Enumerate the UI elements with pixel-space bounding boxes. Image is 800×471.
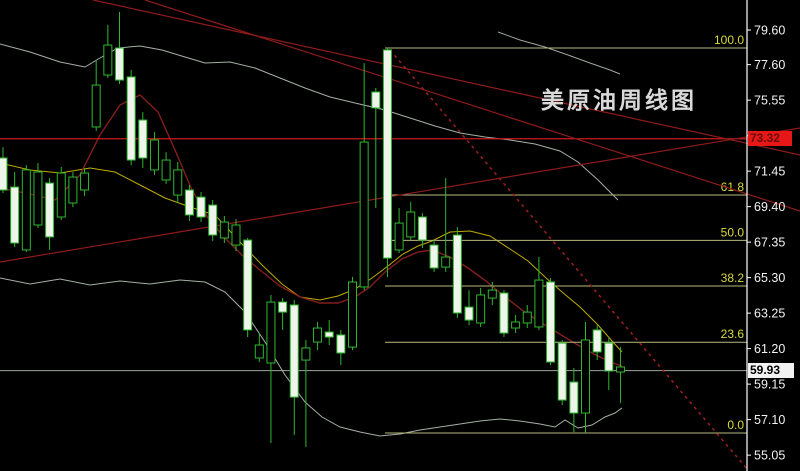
fib-label: 0.0 xyxy=(727,418,744,432)
candle-body xyxy=(45,182,55,238)
axis-tick-label: 71.45 xyxy=(754,165,785,179)
candle-body xyxy=(313,327,323,343)
candle-body xyxy=(406,211,416,238)
ma-maroon xyxy=(0,94,623,367)
candle-body xyxy=(243,239,253,331)
candle-body xyxy=(266,301,276,364)
candle-body xyxy=(324,331,334,338)
candle-body xyxy=(394,222,404,251)
middle-ma-yellow xyxy=(0,162,623,353)
fib-label: 100.0 xyxy=(714,33,744,47)
candle-body xyxy=(138,119,148,159)
candle-body xyxy=(115,47,124,81)
axis-tick-label: 63.25 xyxy=(754,307,785,321)
candle-body xyxy=(21,169,31,251)
axis-tick-label: 55.05 xyxy=(754,449,785,463)
axis-tick-label: 59.15 xyxy=(754,378,785,392)
axis-tick-label: 57.10 xyxy=(754,413,785,427)
candle-body xyxy=(56,172,66,218)
candle-body xyxy=(33,171,43,226)
fib-label: 38.2 xyxy=(721,271,745,285)
lower-band-line xyxy=(0,277,623,437)
ascending-trendline[interactable] xyxy=(0,127,800,263)
candle-body xyxy=(569,381,579,414)
candle-body xyxy=(348,281,357,348)
axis-tick-label: 67.35 xyxy=(754,236,785,250)
candle-body xyxy=(68,176,78,204)
candle-body xyxy=(126,76,136,161)
candle-body xyxy=(149,139,159,171)
candle-body xyxy=(511,321,521,329)
candle-body xyxy=(534,279,544,328)
candle-body xyxy=(615,366,625,373)
candle-body xyxy=(546,281,556,363)
candle-body xyxy=(0,157,8,191)
axis-tick-label: 77.60 xyxy=(754,58,785,72)
candle-body xyxy=(487,289,497,299)
candle-body xyxy=(161,159,171,181)
candle-body xyxy=(196,196,206,218)
candle-body xyxy=(103,44,113,76)
dashed-projection-line[interactable] xyxy=(389,49,749,471)
candle-body xyxy=(417,216,427,241)
candle-body xyxy=(429,244,439,269)
candle-body xyxy=(371,91,381,109)
candle-body xyxy=(604,342,614,372)
candle-body xyxy=(557,342,567,401)
axis-tick-label: 75.55 xyxy=(754,94,785,108)
upper-band-tail xyxy=(497,31,621,75)
chart-title: 美原油周线图 xyxy=(541,87,697,114)
candle-body xyxy=(336,334,346,354)
candle-body xyxy=(80,172,90,191)
descending-trendline-steep[interactable] xyxy=(144,0,800,212)
candle-body xyxy=(592,329,602,353)
candle-body xyxy=(581,339,590,414)
candle-body xyxy=(476,294,486,324)
candle-body xyxy=(10,186,20,244)
candle-body xyxy=(278,301,288,313)
candle-body xyxy=(219,221,229,239)
candle-body xyxy=(184,189,194,216)
candle-body xyxy=(301,347,311,361)
candle-body xyxy=(359,141,369,288)
candle-body xyxy=(452,234,462,314)
axis-tick-label: 61.20 xyxy=(754,342,785,356)
candle-body xyxy=(173,169,183,196)
candle-body xyxy=(289,304,299,398)
candle-body xyxy=(231,224,241,246)
candle-body xyxy=(464,306,474,321)
fib-label: 50.0 xyxy=(721,225,745,239)
marked-price-badge: 73.32 xyxy=(748,131,792,147)
candle-body xyxy=(522,311,532,324)
fib-label: 23.6 xyxy=(721,327,745,341)
axis-tick-label: 79.60 xyxy=(754,24,785,38)
candle-body xyxy=(208,204,218,236)
descending-trendline-long[interactable] xyxy=(92,0,800,156)
last-price-badge: 59.93 xyxy=(748,362,794,378)
candle-body xyxy=(91,84,101,128)
candle-body xyxy=(254,344,264,359)
axis-tick-label: 69.40 xyxy=(754,200,785,214)
axis-tick-label: 65.30 xyxy=(754,271,785,285)
candle-body xyxy=(441,256,451,268)
candle-body xyxy=(499,292,509,334)
candle-body xyxy=(382,49,392,259)
